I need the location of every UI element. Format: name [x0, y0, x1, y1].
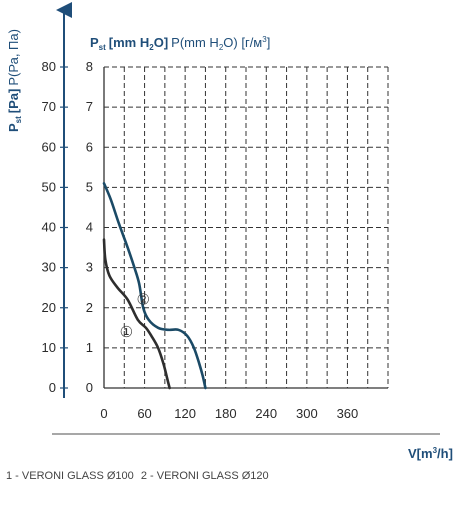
y-pa-tick-label: 0: [49, 380, 56, 395]
x-tick-label: 120: [174, 406, 196, 421]
y-mm-tick-label: 6: [86, 139, 93, 154]
y-axis-title-right: Pst [mm H2O] P(mm H2O) [г/м3]: [90, 35, 270, 52]
curve-marker-1: ①: [120, 323, 133, 341]
y-mm-tick-label: 1: [86, 340, 93, 355]
curve-marker-2: ②: [136, 291, 149, 309]
curve-series-1: [102, 238, 171, 390]
y-pa-tick-label: 60: [42, 139, 56, 154]
y-mm-tick-label: 3: [86, 260, 93, 275]
legend-item-2: 2 - VERONI GLASS Ø120: [140, 470, 269, 482]
y-pa-tick-label: 30: [42, 260, 56, 275]
y-mm-tick-label: 2: [86, 300, 93, 315]
legend-item-1: 1 - VERONI GLASS Ø100: [6, 470, 134, 482]
grid: [60, 66, 389, 389]
y-pa-tick-label: 80: [42, 59, 56, 74]
y-mm-tick-label: 4: [86, 220, 93, 235]
series-layer: ①②: [102, 182, 207, 390]
y-axis-title-left: Pst[Pa]P(Ра, Па): [6, 29, 23, 132]
curve-series-2: [102, 182, 207, 390]
legend: 1 - VERONI GLASS Ø100 2 - VERONI GLASS Ø…: [6, 470, 273, 482]
tick-labels: 0 010 120 230 340 450 560 670 780 80 60 120 180 240 30…: [42, 59, 359, 421]
x-axis-title: V[m3/h]: [408, 446, 453, 461]
x-tick-label: 0: [100, 406, 107, 421]
y-pa-tick-label: 40: [42, 220, 56, 235]
y-pa-tick-label: 10: [42, 340, 56, 355]
y-mm-tick-label: 5: [86, 179, 93, 194]
y-mm-tick-label: 7: [86, 99, 93, 114]
x-tick-label: 240: [255, 406, 277, 421]
x-tick-label: 360: [337, 406, 359, 421]
x-tick-label: 180: [215, 406, 237, 421]
x-tick-label: 60: [137, 406, 151, 421]
y-mm-tick-label: 8: [86, 59, 93, 74]
y-pa-tick-label: 20: [42, 300, 56, 315]
y-pa-tick-label: 50: [42, 179, 56, 194]
y-pa-tick-label: 70: [42, 99, 56, 114]
x-tick-label: 300: [296, 406, 318, 421]
y-mm-tick-label: 0: [86, 380, 93, 395]
